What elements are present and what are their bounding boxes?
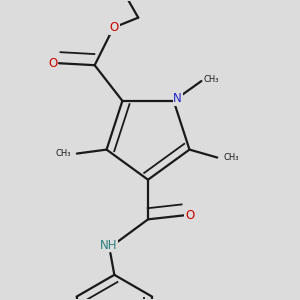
Text: O: O	[48, 57, 58, 70]
Text: CH₃: CH₃	[55, 149, 71, 158]
Text: O: O	[185, 209, 194, 222]
Text: O: O	[110, 21, 119, 34]
Text: N: N	[173, 92, 182, 105]
Text: CH₃: CH₃	[203, 75, 219, 84]
Text: CH₃: CH₃	[223, 153, 239, 162]
Text: NH: NH	[100, 238, 117, 252]
